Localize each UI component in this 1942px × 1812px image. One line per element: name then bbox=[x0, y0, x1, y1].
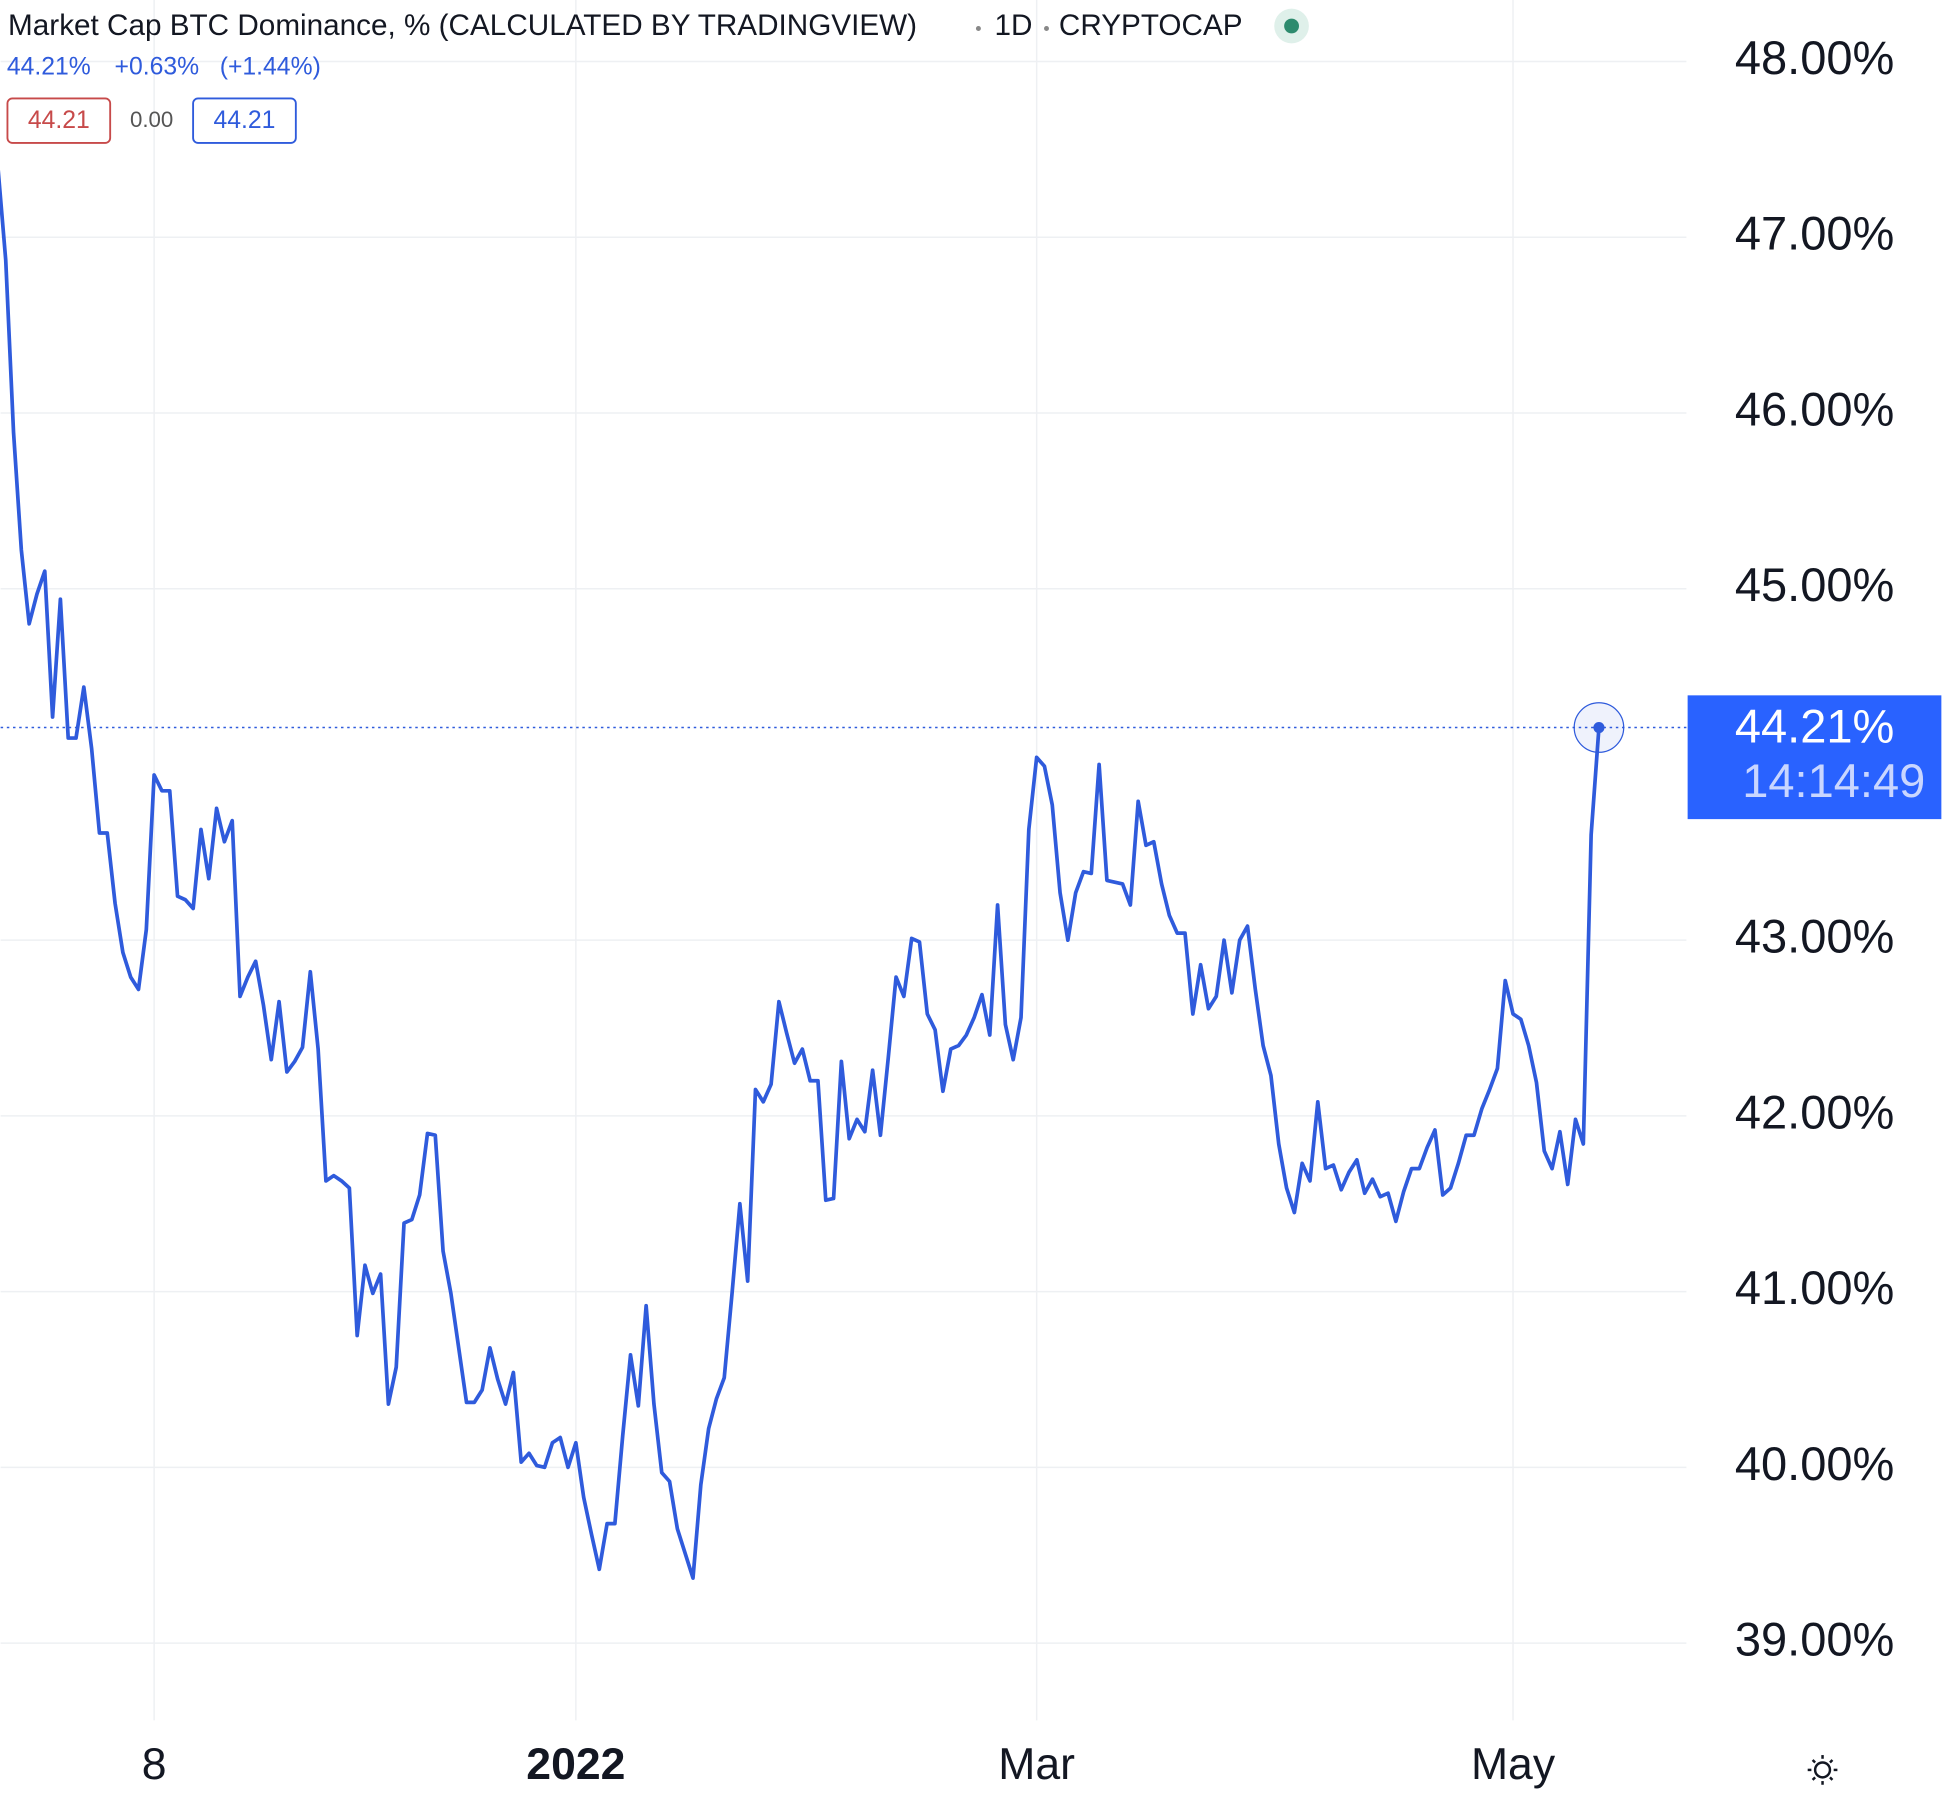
settings-icon[interactable] bbox=[1807, 1755, 1838, 1785]
last-point bbox=[1593, 721, 1605, 734]
box-value: 44.21 bbox=[28, 107, 90, 134]
chart-title: Market Cap BTC Dominance, % (CALCULATED … bbox=[8, 9, 917, 42]
y-tick-label: 42.00% bbox=[1735, 1085, 1894, 1138]
x-tick-label: May bbox=[1471, 1740, 1556, 1789]
y-tick-label: 45.00% bbox=[1735, 558, 1894, 611]
status-dot bbox=[1284, 18, 1299, 34]
y-tick-label: 47.00% bbox=[1735, 207, 1894, 260]
x-tick-label: 8 bbox=[142, 1740, 167, 1789]
data-line bbox=[0, 169, 1601, 1580]
price-label: 44.21% bbox=[1735, 699, 1894, 752]
countdown: 14:14:49 bbox=[1742, 754, 1925, 807]
exchange: CRYPTOCAP bbox=[1059, 9, 1243, 42]
last-value: 44.21% bbox=[7, 54, 91, 81]
y-tick-label: 43.00% bbox=[1735, 910, 1894, 963]
y-tick-label: 40.00% bbox=[1735, 1437, 1894, 1490]
box-value: 44.21 bbox=[213, 107, 275, 134]
y-tick-label: 39.00% bbox=[1735, 1613, 1894, 1666]
interval: 1D bbox=[995, 9, 1033, 42]
change: +0.63% bbox=[115, 54, 200, 81]
x-tick-label: 2022 bbox=[526, 1740, 625, 1789]
x-tick-label: Mar bbox=[998, 1740, 1075, 1789]
separator bbox=[975, 25, 981, 31]
separator bbox=[1044, 25, 1049, 31]
box-value: 0.00 bbox=[130, 107, 173, 132]
box bbox=[6, 97, 112, 144]
y-tick-label: 46.00% bbox=[1735, 382, 1894, 435]
change-pct: (+1.44%) bbox=[220, 54, 321, 81]
price-label-bg bbox=[1687, 695, 1942, 820]
box bbox=[192, 97, 297, 144]
grid bbox=[0, 0, 1687, 1721]
y-tick-label: 48.00% bbox=[1735, 31, 1894, 84]
plot bbox=[0, 169, 1687, 1580]
y-tick-label: 41.00% bbox=[1735, 1261, 1894, 1314]
